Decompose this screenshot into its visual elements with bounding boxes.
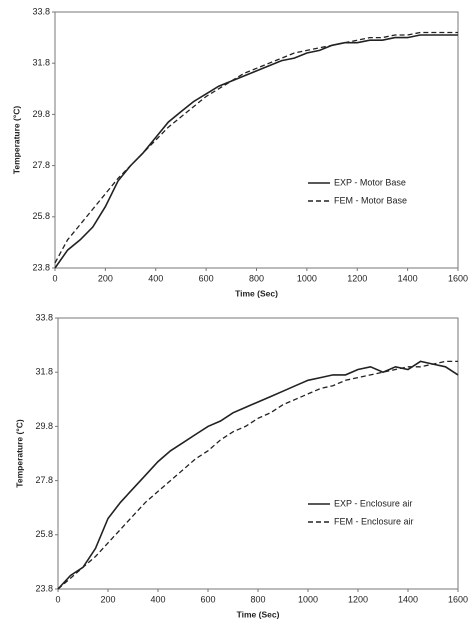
y-axis-label: Temperature (°C) <box>11 106 21 175</box>
y-tick-label: 23.8 <box>32 262 50 272</box>
legend-label: EXP - Enclosure air <box>334 498 412 508</box>
series-line <box>57 360 459 590</box>
legend-label: EXP - Motor Base <box>334 177 406 187</box>
x-tick-label: 400 <box>148 273 163 283</box>
x-axis-label: Time (Sec) <box>237 609 280 619</box>
legend-label: FEM - Motor Base <box>334 195 407 205</box>
x-tick-label: 800 <box>249 273 264 283</box>
x-tick-label: 800 <box>250 594 265 604</box>
y-axis-label: Temperature (°C) <box>14 419 24 488</box>
y-tick-label: 33.8 <box>32 6 50 16</box>
y-tick-label: 29.8 <box>35 421 53 431</box>
x-tick-label: 1400 <box>398 273 418 283</box>
y-tick-label: 31.8 <box>32 58 50 68</box>
x-tick-label: 400 <box>150 594 165 604</box>
plot-frame <box>57 317 459 590</box>
y-tick-label: 25.8 <box>32 211 50 221</box>
y-tick-label: 31.8 <box>35 367 53 377</box>
x-tick-label: 600 <box>199 273 214 283</box>
series-line <box>54 31 458 264</box>
x-tick-label: 0 <box>55 594 60 604</box>
y-tick-label: 27.8 <box>35 475 53 485</box>
series-line <box>54 34 458 269</box>
x-tick-label: 200 <box>100 594 115 604</box>
y-tick-label: 33.8 <box>35 312 53 322</box>
x-tick-label: 600 <box>200 594 215 604</box>
x-axis-label: Time (Sec) <box>235 288 278 298</box>
x-tick-label: 1200 <box>348 594 368 604</box>
y-tick-label: 27.8 <box>32 160 50 170</box>
x-tick-label: 1600 <box>448 273 468 283</box>
x-tick-label: 1600 <box>448 594 468 604</box>
y-tick-label: 23.8 <box>35 583 53 593</box>
y-tick-label: 29.8 <box>32 109 50 119</box>
plot-frame <box>54 11 459 269</box>
x-tick-label: 200 <box>98 273 113 283</box>
y-tick-label: 25.8 <box>35 529 53 539</box>
series-line <box>57 360 458 590</box>
legend-label: FEM - Enclosure air <box>334 516 414 526</box>
x-tick-label: 0 <box>52 273 57 283</box>
x-tick-label: 1200 <box>347 273 367 283</box>
x-tick-label: 1000 <box>297 273 317 283</box>
x-tick-label: 1000 <box>298 594 318 604</box>
x-tick-label: 1400 <box>398 594 418 604</box>
